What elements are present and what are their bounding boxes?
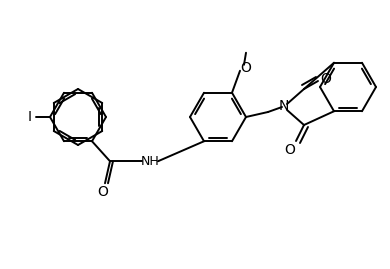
Text: I: I xyxy=(28,110,32,124)
Text: O: O xyxy=(98,185,108,199)
Text: N: N xyxy=(279,99,289,113)
Text: O: O xyxy=(285,143,296,157)
Text: NH: NH xyxy=(141,155,160,168)
Text: O: O xyxy=(241,61,252,75)
Text: O: O xyxy=(321,72,332,86)
